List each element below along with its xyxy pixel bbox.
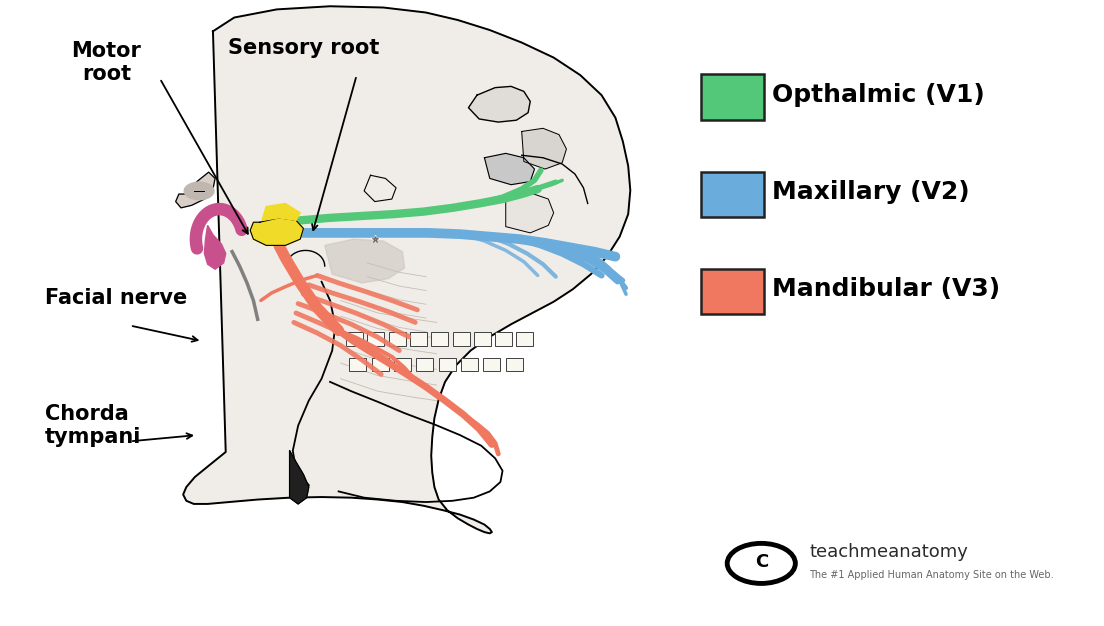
Bar (346, 332, 363, 346)
Polygon shape (204, 225, 225, 269)
Bar (416, 358, 434, 371)
Polygon shape (522, 128, 566, 169)
Text: The #1 Applied Human Anatomy Site on the Web.: The #1 Applied Human Anatomy Site on the… (809, 570, 1054, 580)
Polygon shape (176, 172, 215, 208)
Text: Facial nerve: Facial nerve (45, 288, 187, 308)
Text: Chorda
tympani: Chorda tympani (45, 404, 141, 447)
Circle shape (184, 182, 214, 200)
Polygon shape (506, 193, 553, 233)
Bar (438, 358, 456, 371)
Bar (432, 332, 448, 346)
Bar (394, 358, 411, 371)
Bar (484, 358, 500, 371)
Polygon shape (289, 451, 309, 504)
Polygon shape (325, 239, 404, 283)
Bar (410, 332, 427, 346)
Bar (372, 358, 389, 371)
Text: Maxillary (V2): Maxillary (V2) (772, 180, 969, 203)
Bar (495, 332, 512, 346)
Bar (389, 332, 405, 346)
Bar (461, 358, 478, 371)
Text: teachmeanatomy: teachmeanatomy (809, 543, 968, 561)
Text: Sensory root: Sensory root (227, 38, 379, 58)
Text: Motor
root: Motor root (72, 41, 141, 84)
Bar (506, 358, 523, 371)
Bar (517, 332, 533, 346)
Text: Opthalmic (V1): Opthalmic (V1) (772, 83, 985, 106)
Polygon shape (251, 218, 304, 245)
Polygon shape (468, 86, 530, 122)
Bar (349, 358, 367, 371)
Bar (474, 332, 491, 346)
Polygon shape (183, 6, 630, 533)
Bar (453, 332, 469, 346)
Bar (368, 332, 384, 346)
Bar (701, 74, 764, 120)
Text: C: C (755, 553, 768, 571)
Bar (701, 269, 764, 314)
Bar (701, 172, 764, 217)
Polygon shape (485, 153, 534, 185)
Text: Mandibular (V3): Mandibular (V3) (772, 277, 1000, 300)
Polygon shape (262, 203, 300, 220)
